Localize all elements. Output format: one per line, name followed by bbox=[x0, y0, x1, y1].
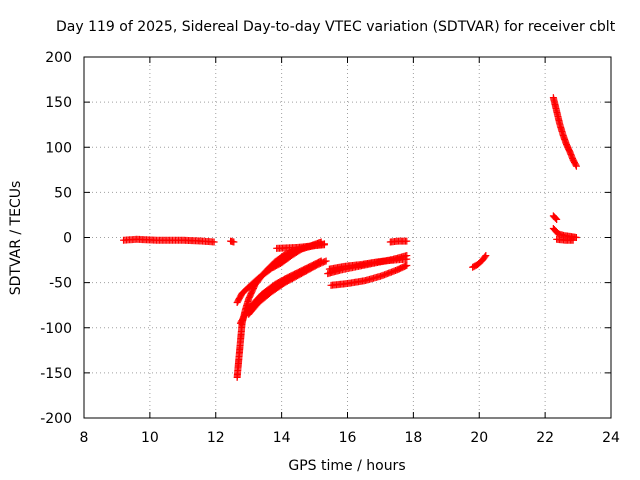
data-point bbox=[551, 214, 559, 222]
data-point bbox=[553, 215, 561, 223]
data-point bbox=[569, 236, 577, 244]
data-points bbox=[120, 94, 580, 381]
x-tick-label: 24 bbox=[602, 430, 620, 446]
chart-title: Day 119 of 2025, Sidereal Day-to-day VTE… bbox=[56, 19, 616, 35]
data-point bbox=[403, 237, 411, 245]
x-tick-label: 10 bbox=[141, 430, 159, 446]
x-tick-label: 20 bbox=[470, 430, 488, 446]
x-tick-label: 22 bbox=[536, 430, 554, 446]
data-point bbox=[403, 261, 411, 269]
data-point bbox=[552, 215, 560, 223]
data-point bbox=[230, 238, 238, 246]
data-point bbox=[320, 241, 328, 249]
y-tick-label: -50 bbox=[49, 276, 72, 292]
axes: 8 10 12 14 16 18 20 22 24 -200 -150 -100 -50 0 50 100 15… bbox=[40, 50, 620, 446]
y-tick-label: -100 bbox=[40, 321, 72, 337]
data-point bbox=[482, 252, 490, 260]
x-tick-label: 16 bbox=[339, 430, 357, 446]
x-tick-label: 14 bbox=[273, 430, 291, 446]
data-point bbox=[572, 162, 580, 170]
y-tick-label: 200 bbox=[45, 50, 72, 66]
x-tick-label: 12 bbox=[207, 430, 225, 446]
y-tick-label: -150 bbox=[40, 366, 72, 382]
data-point bbox=[572, 161, 580, 169]
y-axis-title: SDTVAR / TECUs bbox=[8, 181, 24, 296]
y-tick-label: 50 bbox=[54, 185, 72, 201]
data-point bbox=[403, 255, 411, 263]
data-point bbox=[210, 238, 218, 246]
data-point bbox=[481, 253, 489, 261]
data-point bbox=[321, 258, 329, 266]
x-tick-label: 18 bbox=[404, 430, 422, 446]
y-tick-label: -200 bbox=[40, 411, 72, 427]
x-tick-label: 8 bbox=[80, 430, 89, 446]
y-tick-label: 150 bbox=[45, 95, 72, 111]
y-tick-label: 0 bbox=[63, 231, 72, 247]
x-axis-title: GPS time / hours bbox=[288, 458, 405, 474]
y-tick-label: 100 bbox=[45, 140, 72, 156]
grid bbox=[84, 57, 611, 418]
data-point bbox=[322, 257, 330, 265]
